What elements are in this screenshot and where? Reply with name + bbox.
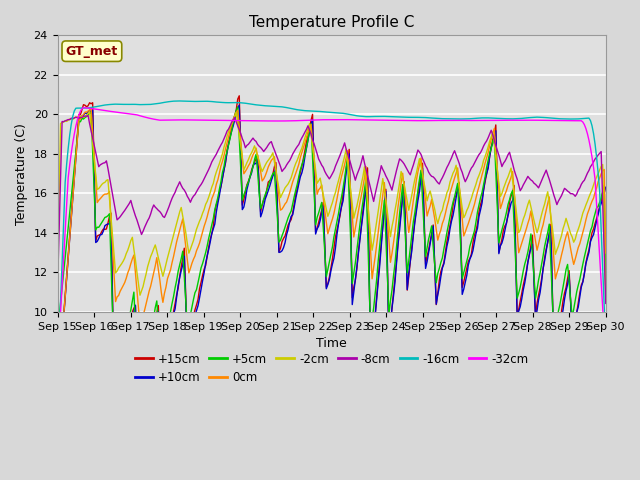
-2cm [602, 298, 609, 303]
Line: -2cm: -2cm [58, 112, 605, 300]
-32cm [122, 110, 130, 116]
-2cm [219, 151, 227, 156]
-2cm [295, 153, 303, 159]
-2cm [54, 276, 61, 281]
X-axis label: Time: Time [316, 337, 347, 350]
-8cm [573, 191, 580, 197]
-2cm [573, 230, 580, 236]
-8cm [246, 139, 254, 145]
+15cm [296, 169, 304, 175]
+5cm [575, 282, 582, 288]
+15cm [602, 186, 609, 192]
Line: -32cm: -32cm [58, 108, 605, 361]
-32cm [295, 118, 303, 123]
Text: GT_met: GT_met [66, 45, 118, 58]
+5cm [602, 288, 609, 294]
-32cm [79, 105, 87, 110]
+15cm [239, 202, 246, 208]
-8cm [237, 131, 244, 136]
Line: 0cm: 0cm [58, 109, 605, 395]
Line: +10cm: +10cm [58, 105, 605, 425]
-16cm [602, 342, 609, 348]
-8cm [84, 113, 92, 119]
-16cm [121, 101, 129, 107]
-32cm [602, 356, 609, 362]
0cm [295, 161, 303, 167]
+15cm [236, 93, 243, 99]
-16cm [246, 101, 254, 107]
-32cm [573, 118, 580, 124]
+5cm [248, 169, 255, 175]
0cm [122, 276, 130, 281]
+5cm [239, 197, 246, 203]
+5cm [121, 333, 129, 339]
-8cm [122, 205, 130, 211]
0cm [237, 140, 244, 146]
-8cm [295, 142, 303, 147]
-32cm [219, 118, 227, 123]
+10cm [134, 422, 142, 428]
+10cm [54, 395, 61, 400]
+10cm [236, 102, 243, 108]
Title: Temperature Profile C: Temperature Profile C [249, 15, 414, 30]
+5cm [54, 330, 61, 336]
0cm [602, 250, 609, 256]
-16cm [219, 99, 227, 105]
-2cm [237, 143, 244, 148]
-16cm [237, 100, 244, 106]
+5cm [134, 394, 142, 399]
+10cm [239, 207, 246, 213]
-32cm [246, 118, 254, 124]
+5cm [296, 167, 304, 173]
Line: +5cm: +5cm [58, 107, 605, 396]
+5cm [234, 104, 241, 110]
+15cm [54, 394, 61, 399]
Legend: +15cm, +10cm, +5cm, 0cm, -2cm, -8cm, -16cm, -32cm: +15cm, +10cm, +5cm, 0cm, -2cm, -8cm, -16… [131, 348, 533, 389]
+15cm [575, 300, 582, 306]
+10cm [296, 174, 304, 180]
+15cm [134, 418, 142, 423]
Line: -8cm: -8cm [58, 116, 605, 303]
0cm [54, 392, 61, 398]
0cm [573, 250, 580, 256]
+10cm [121, 352, 129, 358]
-8cm [54, 285, 61, 291]
-16cm [573, 116, 580, 122]
+10cm [219, 175, 227, 181]
0cm [87, 106, 95, 112]
-8cm [219, 140, 227, 145]
+10cm [575, 304, 582, 310]
-16cm [176, 98, 184, 104]
Line: +15cm: +15cm [58, 96, 605, 420]
-2cm [122, 251, 130, 256]
+15cm [219, 175, 227, 181]
-16cm [54, 372, 61, 378]
-32cm [54, 359, 61, 364]
-2cm [246, 153, 254, 158]
+5cm [219, 169, 227, 175]
Y-axis label: Temperature (C): Temperature (C) [15, 123, 28, 225]
-32cm [237, 118, 244, 123]
-8cm [602, 300, 609, 306]
-2cm [86, 109, 93, 115]
+10cm [602, 184, 609, 190]
+10cm [248, 170, 255, 176]
+15cm [248, 168, 255, 173]
0cm [246, 160, 254, 166]
Line: -16cm: -16cm [58, 101, 605, 375]
0cm [219, 158, 227, 164]
+15cm [121, 345, 129, 351]
-16cm [295, 107, 303, 113]
